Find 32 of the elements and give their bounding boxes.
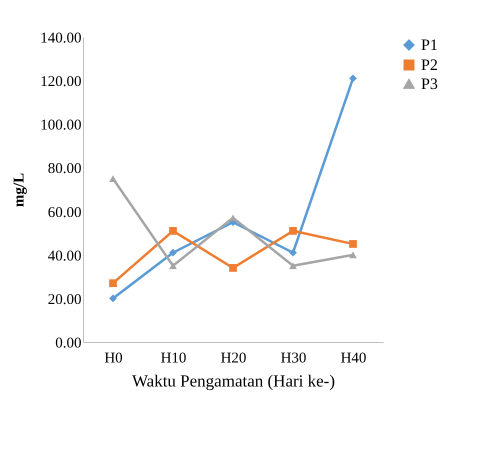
x-tick-label: H40	[340, 350, 366, 366]
legend-label: P1	[421, 37, 438, 54]
point	[289, 248, 297, 257]
point	[109, 294, 117, 302]
y-tick-label: 100.00	[40, 118, 82, 134]
legend-label: P2	[421, 57, 438, 74]
point	[289, 227, 297, 235]
point	[349, 74, 357, 82]
point	[109, 279, 117, 288]
y-tick-label: 80.00	[48, 161, 82, 178]
point	[169, 227, 177, 235]
y-tick-label: 40.00	[48, 248, 82, 264]
y-tick-label: 0.00	[55, 336, 82, 352]
x-tick-label: H20	[220, 350, 246, 366]
x-tick-label: H0	[104, 350, 123, 366]
point	[109, 175, 117, 182]
legend-label: P3	[421, 76, 438, 93]
y-tick-label: 140.00	[40, 30, 82, 46]
point	[169, 262, 177, 270]
point	[349, 240, 357, 248]
x-tick-label: H30	[280, 350, 306, 366]
point	[229, 264, 237, 272]
y-tick-label: 20.00	[48, 292, 82, 308]
point	[289, 262, 297, 270]
x-axis-title: Waktu Pengamatan (Hari ke-)	[132, 372, 336, 390]
x-tick-label: H10	[160, 350, 186, 366]
y-tick-label: 60.00	[48, 204, 82, 221]
point	[169, 248, 177, 257]
y-tick-label: 120.00	[40, 74, 82, 90]
point	[229, 214, 237, 222]
y-axis-title: mg/L	[11, 172, 28, 208]
point	[349, 252, 357, 258]
